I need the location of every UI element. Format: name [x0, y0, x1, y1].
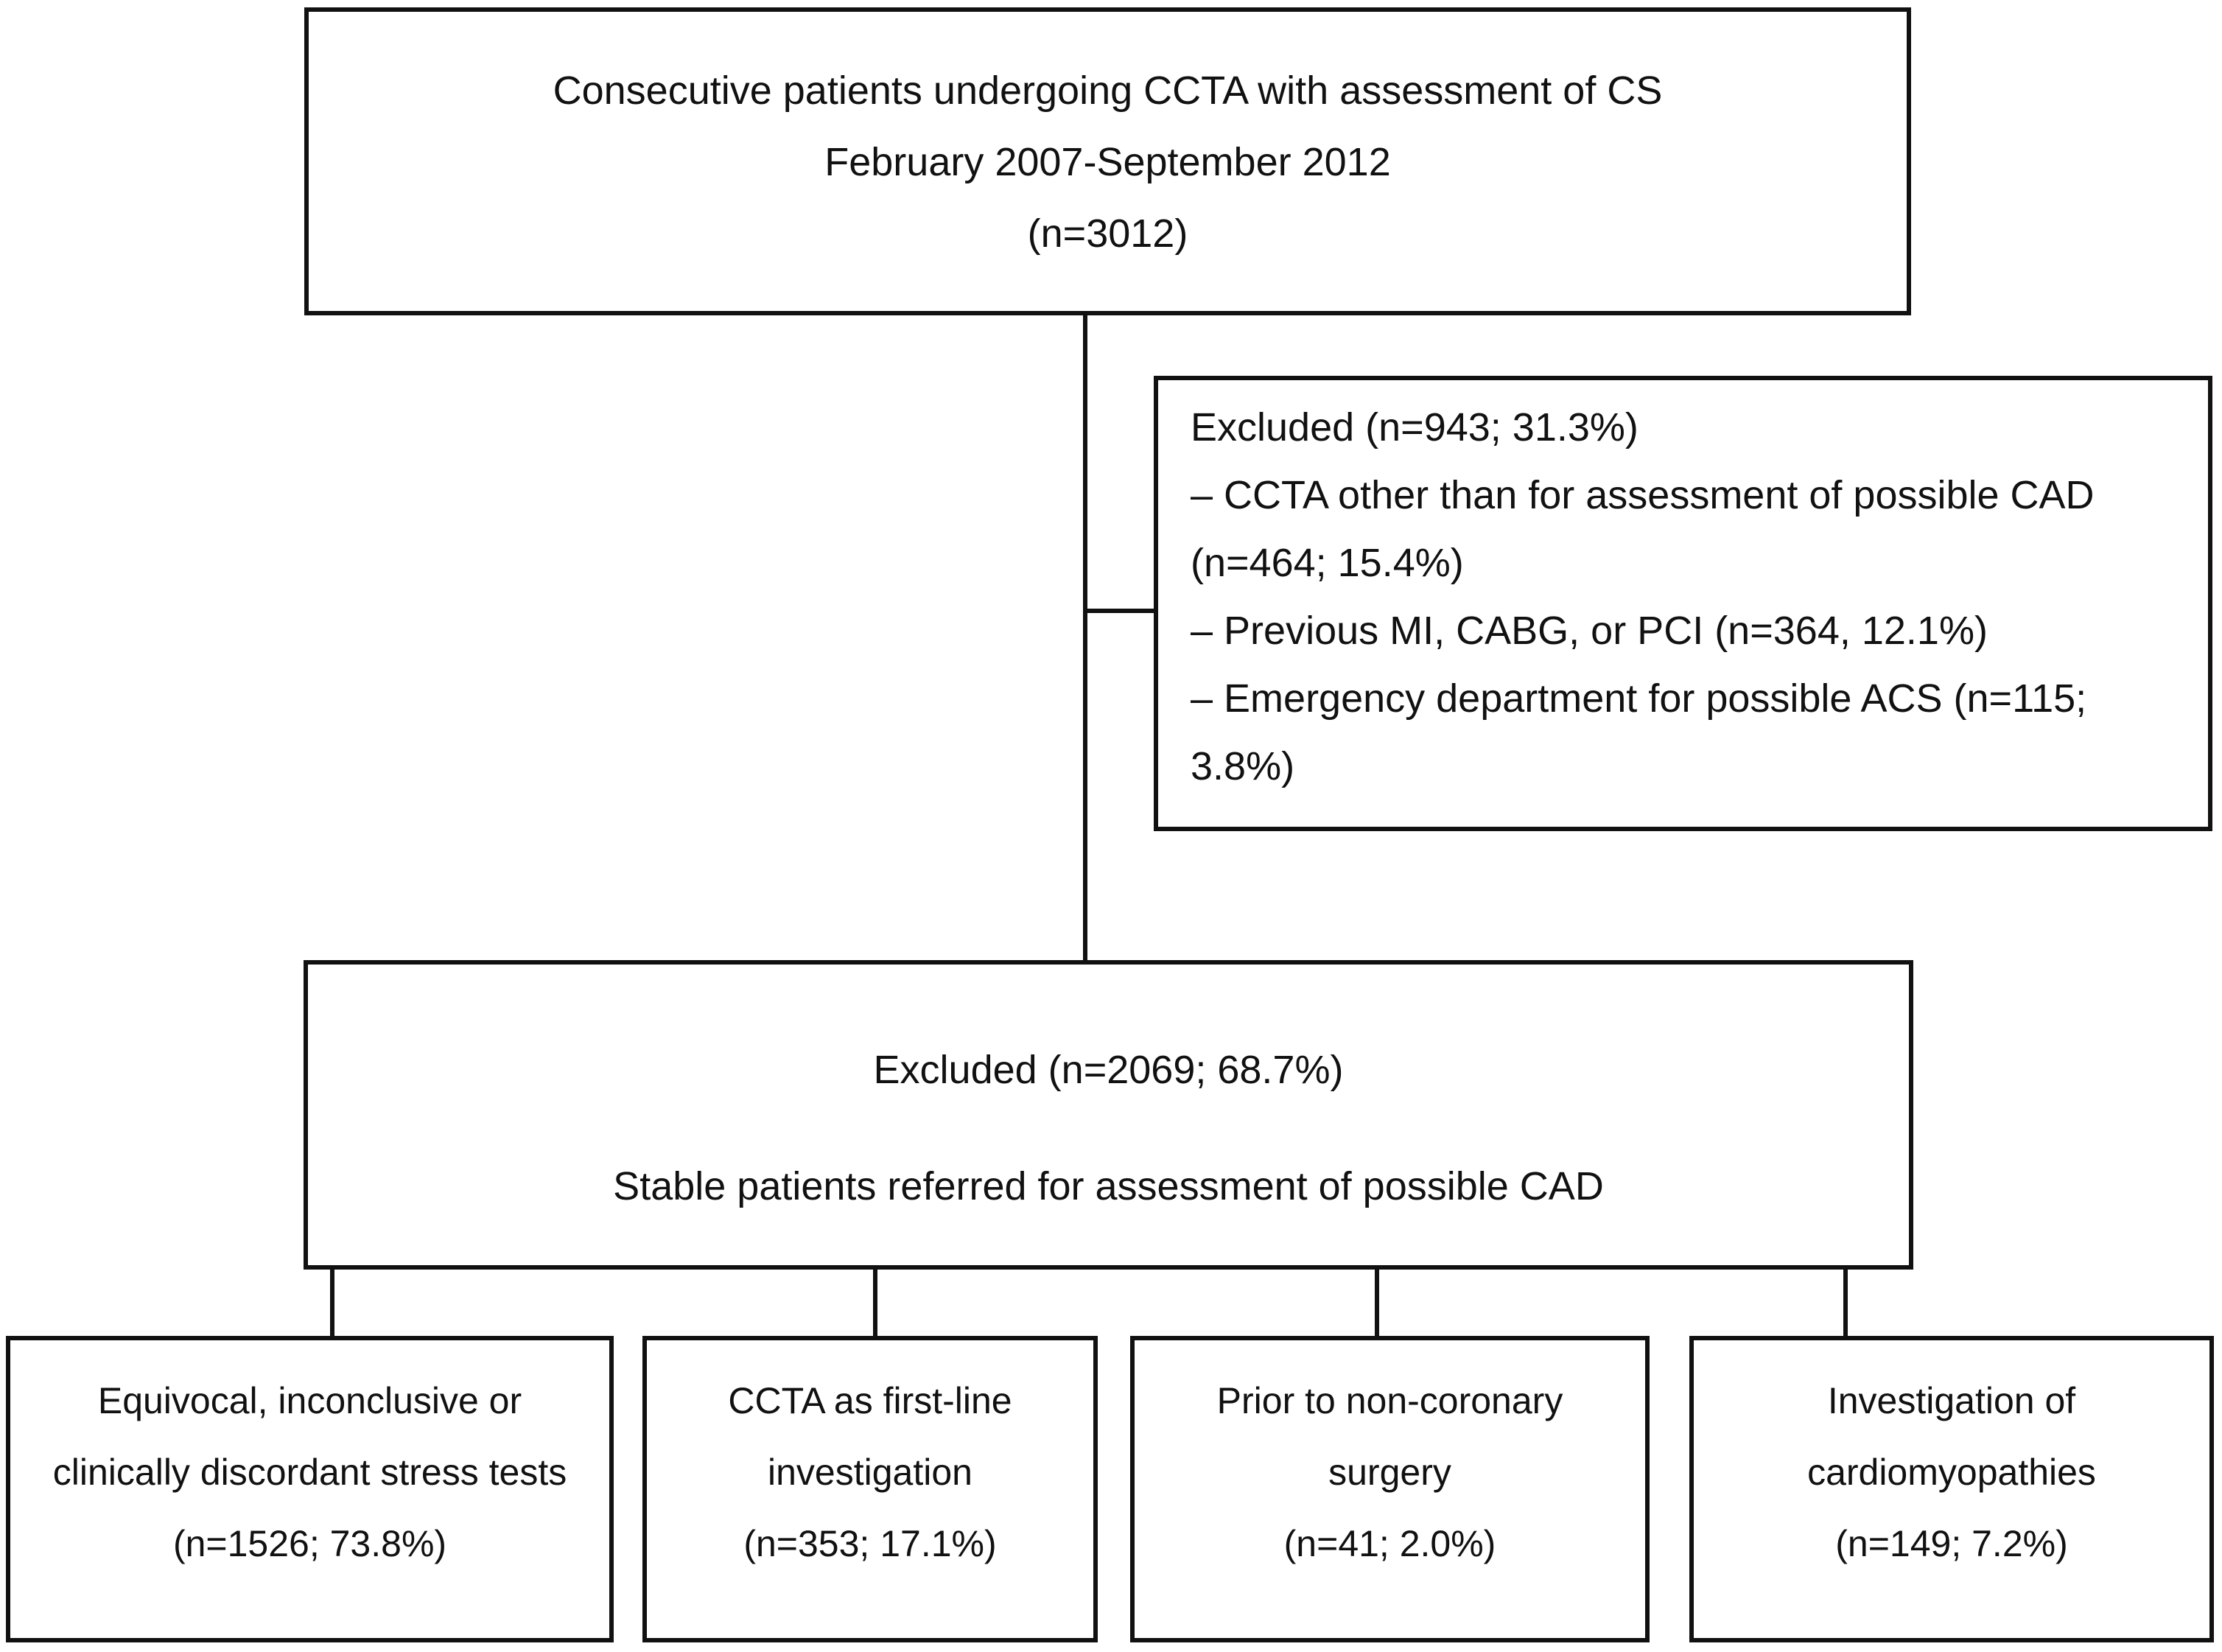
box-stable-patients: Excluded (n=2069; 68.7%) Stable patients… — [304, 960, 1913, 1270]
cardio-count: (n=149; 7.2%) — [1835, 1523, 2068, 1564]
connector-stub-surgery — [1375, 1265, 1379, 1340]
excluded-reason-emergency: – Emergency department for possible ACS … — [1191, 676, 2087, 721]
box-excluded-reasons: Excluded (n=943; 31.3%) – CCTA other tha… — [1154, 376, 2212, 831]
enrollment-title: Consecutive patients undergoing CCTA wit… — [553, 69, 1663, 113]
enrollment-period: February 2007-September 2012 — [824, 140, 1391, 184]
excluded-reason-emergency-count: 3.8%) — [1191, 744, 1295, 788]
box-consecutive-patients: Consecutive patients undergoing CCTA wit… — [304, 7, 1911, 315]
connector-exclusion-branch — [1083, 609, 1157, 613]
first-line-line-2: investigation — [768, 1452, 972, 1493]
stress-tests-line-2: clinically discordant stress tests — [52, 1452, 567, 1493]
excluded-reason-ccta-other-count: (n=464; 15.4%) — [1191, 541, 1464, 585]
box-first-line-investigation: CCTA as first-line investigation (n=353;… — [642, 1336, 1098, 1642]
connector-stub-stress-tests — [330, 1265, 334, 1340]
box-cardiomyopathies: Investigation of cardiomyopathies (n=149… — [1689, 1336, 2214, 1642]
enrollment-count: (n=3012) — [1027, 211, 1188, 256]
box-non-coronary-surgery: Prior to non-coronary surgery (n=41; 2.0… — [1130, 1336, 1650, 1642]
first-line-count: (n=353; 17.1%) — [743, 1523, 997, 1564]
surgery-line-2: surgery — [1328, 1452, 1451, 1493]
connector-stub-cardiomyopathies — [1843, 1265, 1848, 1340]
included-description: Stable patients referred for assessment … — [613, 1164, 1604, 1208]
box-stress-tests: Equivocal, inconclusive or clinically di… — [6, 1336, 614, 1642]
surgery-count: (n=41; 2.0%) — [1283, 1523, 1496, 1564]
stress-tests-line-1: Equivocal, inconclusive or — [97, 1380, 522, 1421]
cardio-line-2: cardiomyopathies — [1807, 1452, 2096, 1493]
included-header: Excluded (n=2069; 68.7%) — [873, 1048, 1344, 1092]
first-line-line-1: CCTA as first-line — [728, 1380, 1012, 1421]
stress-tests-count: (n=1526; 73.8%) — [172, 1523, 447, 1564]
surgery-line-1: Prior to non-coronary — [1216, 1380, 1563, 1421]
excluded-reason-ccta-other: – CCTA other than for assessment of poss… — [1191, 473, 2095, 517]
connector-stub-first-line — [873, 1265, 877, 1340]
excluded-header: Excluded (n=943; 31.3%) — [1191, 405, 1639, 449]
cardio-line-1: Investigation of — [1827, 1380, 2076, 1421]
connector-main-vertical — [1083, 311, 1087, 965]
excluded-reason-previous-mi: – Previous MI, CABG, or PCI (n=364, 12.1… — [1191, 609, 1988, 653]
